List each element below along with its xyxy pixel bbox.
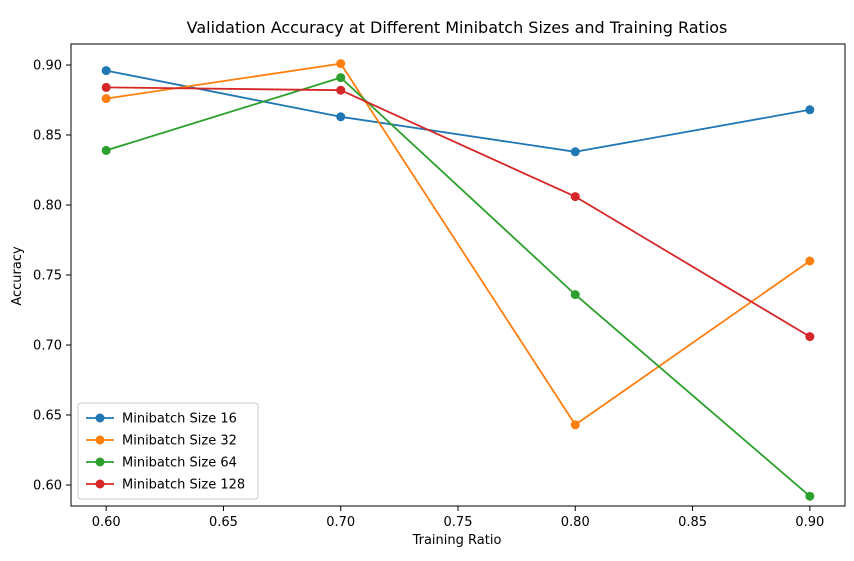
data-point [570, 192, 580, 202]
series-line [106, 69, 810, 153]
axes: 0.60 0.65 0.70 0.75 0.80 0.85 0.90 0.60 0.65 0.70… [33, 43, 846, 530]
legend-marker [95, 457, 105, 467]
y-tick-label: 0.60 [33, 479, 62, 494]
data-point [805, 491, 815, 501]
legend-marker [95, 413, 105, 423]
x-tick-label: 0.85 [678, 515, 707, 530]
legend-box [77, 402, 259, 500]
data-point [336, 59, 346, 69]
data-point [570, 290, 580, 300]
y-tick-label: 0.85 [33, 129, 62, 144]
x-tick-label: 0.90 [795, 515, 824, 530]
x-tick-label: 0.75 [444, 515, 473, 530]
data-point [336, 73, 346, 83]
x-tick-label: 0.70 [326, 515, 355, 530]
x-tick-label: 0.60 [92, 515, 121, 530]
legend-marker [95, 479, 105, 489]
data-point [101, 66, 111, 76]
data-point [805, 105, 815, 115]
x-tick-label: 0.80 [561, 515, 590, 530]
legend-label: Minibatch Size 64 [122, 456, 237, 471]
y-axis-label: Accuracy [10, 246, 25, 306]
series-group [101, 73, 815, 501]
x-axis-label: Training Ratio [412, 533, 502, 548]
y-tick-label: 0.65 [33, 409, 62, 424]
series-group [101, 66, 815, 157]
data-point [101, 82, 111, 92]
y-tick-label: 0.75 [33, 269, 62, 284]
series-layer [101, 59, 815, 501]
series-line [106, 62, 811, 426]
chart-title: Validation Accuracy at Different Minibat… [187, 18, 728, 37]
data-point [805, 332, 815, 342]
data-point [336, 112, 346, 122]
data-point [101, 145, 111, 155]
data-point [570, 147, 580, 157]
series-group [101, 82, 815, 342]
legend: Minibatch Size 16 Minibatch Size 32 Miniba… [77, 402, 259, 500]
series-line [105, 76, 811, 497]
y-tick-label: 0.90 [33, 59, 62, 74]
y-tick-label: 0.80 [33, 199, 62, 214]
data-point [101, 94, 111, 104]
series-group [101, 59, 815, 430]
x-tick-label: 0.65 [209, 515, 238, 530]
legend-label: Minibatch Size 32 [122, 434, 237, 449]
legend-label: Minibatch Size 128 [122, 478, 245, 493]
series-line [106, 86, 811, 338]
y-tick-label: 0.70 [33, 339, 62, 354]
legend-label: Minibatch Size 16 [122, 412, 237, 427]
data-point [570, 420, 580, 430]
data-point [336, 85, 346, 95]
data-point [805, 256, 815, 266]
legend-marker [95, 435, 105, 445]
